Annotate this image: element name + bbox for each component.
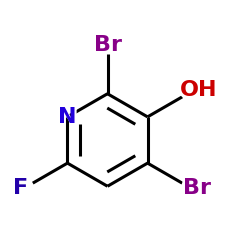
Text: F: F <box>13 178 28 198</box>
Text: OH: OH <box>175 76 222 104</box>
Text: Br: Br <box>90 31 125 59</box>
Text: N: N <box>58 107 77 127</box>
Text: OH: OH <box>180 80 217 100</box>
Text: Br: Br <box>94 35 122 55</box>
Text: Br: Br <box>183 178 211 198</box>
Text: Br: Br <box>180 174 215 202</box>
Text: N: N <box>56 103 79 131</box>
Text: F: F <box>11 174 30 202</box>
